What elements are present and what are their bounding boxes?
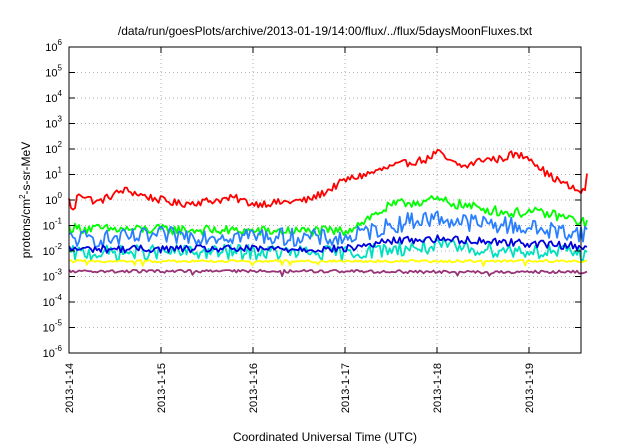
y-tick-exponent: 2 bbox=[58, 140, 63, 149]
series-line bbox=[68, 268, 588, 277]
y-tick-base: 10 bbox=[43, 246, 55, 258]
y-axis-label-pre: protons/cm bbox=[19, 199, 33, 258]
x-axis-label: Coordinated Universal Time (UTC) bbox=[233, 430, 417, 444]
y-tick-exponent: 3 bbox=[58, 115, 63, 124]
y-tick-base: 10 bbox=[43, 221, 55, 233]
series-line bbox=[68, 148, 588, 211]
y-axis-label-post: -s-sr-MeV bbox=[19, 142, 33, 195]
y-tick-base: 10 bbox=[45, 170, 57, 182]
y-tick-exponent: -5 bbox=[55, 319, 63, 328]
y-tick-label: 103 bbox=[45, 115, 62, 131]
y-tick-exponent: 1 bbox=[58, 166, 63, 175]
y-tick-exponent: 4 bbox=[58, 89, 63, 98]
y-tick-exponent: 0 bbox=[58, 191, 63, 200]
series-line bbox=[68, 210, 588, 249]
y-tick-base: 10 bbox=[45, 68, 57, 80]
y-tick-exponent: -3 bbox=[55, 268, 63, 277]
y-tick-label: 106 bbox=[45, 38, 62, 54]
x-tick-label: 2013-1-16 bbox=[248, 363, 260, 413]
x-tick-label: 2013-1-19 bbox=[524, 363, 536, 413]
y-tick-label: 101 bbox=[45, 166, 62, 182]
series-line bbox=[68, 238, 588, 262]
series-line bbox=[68, 259, 588, 267]
x-tick-label: 2013-1-14 bbox=[64, 363, 76, 413]
y-tick-base: 10 bbox=[45, 195, 57, 207]
y-tick-label: 10-4 bbox=[43, 293, 63, 309]
y-tick-label: 10-5 bbox=[43, 319, 63, 335]
y-axis-label: protons/cm2-s-sr-MeV bbox=[18, 142, 33, 258]
y-tick-base: 10 bbox=[43, 348, 55, 360]
y-tick-exponent: -4 bbox=[55, 293, 63, 302]
y-tick-base: 10 bbox=[45, 119, 57, 131]
x-tick-label: 2013-1-18 bbox=[432, 363, 444, 413]
y-tick-base: 10 bbox=[43, 297, 55, 309]
series-layer bbox=[68, 148, 588, 277]
chart-title: /data/run/goesPlots/archive/2013-01-19/1… bbox=[118, 24, 533, 38]
y-tick-exponent: -2 bbox=[55, 242, 63, 251]
y-tick-label: 102 bbox=[45, 140, 62, 156]
grid bbox=[69, 47, 581, 353]
y-tick-label: 10-3 bbox=[43, 268, 63, 284]
y-tick-exponent: 6 bbox=[58, 38, 63, 47]
y-tick-label: 105 bbox=[45, 64, 62, 80]
y-tick-exponent: 5 bbox=[58, 64, 63, 73]
x-tick-label: 2013-1-15 bbox=[156, 363, 168, 413]
y-tick-label: 100 bbox=[45, 191, 62, 207]
y-tick-labels: 10-610-510-410-310-210-11001011021031041… bbox=[43, 38, 63, 360]
y-axis-label-sup: 2 bbox=[18, 194, 27, 199]
ticks bbox=[68, 46, 581, 354]
y-tick-base: 10 bbox=[43, 272, 55, 284]
y-tick-base: 10 bbox=[43, 323, 55, 335]
y-tick-label: 104 bbox=[45, 89, 62, 105]
y-tick-base: 10 bbox=[45, 42, 57, 54]
y-tick-label: 10-2 bbox=[43, 242, 63, 258]
y-tick-exponent: -6 bbox=[55, 344, 63, 353]
y-tick-base: 10 bbox=[45, 93, 57, 105]
series-line bbox=[68, 234, 588, 254]
x-tick-labels: 2013-1-14 2013-1-15 2013-1-16 2013-1-17 2013… bbox=[64, 363, 536, 413]
y-tick-label: 10-6 bbox=[43, 344, 63, 360]
y-tick-exponent: -1 bbox=[55, 217, 63, 226]
series-line bbox=[68, 195, 588, 237]
y-tick-base: 10 bbox=[45, 144, 57, 156]
x-tick-label: 2013-1-17 bbox=[340, 363, 352, 413]
y-tick-label: 10-1 bbox=[43, 217, 63, 233]
